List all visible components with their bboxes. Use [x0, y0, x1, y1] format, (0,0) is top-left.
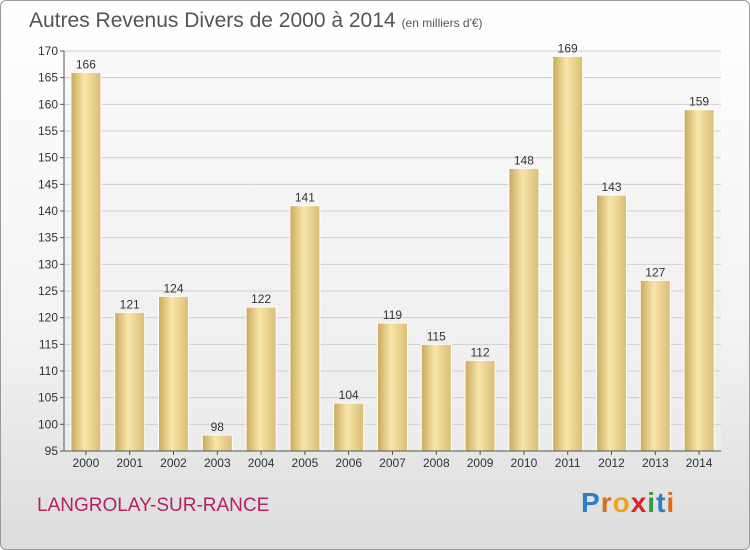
- x-tick-label-2003: 2003: [204, 456, 231, 470]
- x-tick-label-2011: 2011: [555, 456, 581, 470]
- bar-2005: [289, 205, 321, 452]
- bar-2002: [158, 295, 189, 452]
- x-tick-label-2009: 2009: [467, 456, 494, 470]
- bar-2006: [333, 402, 365, 452]
- bar-2011: [552, 55, 584, 452]
- x-tick-label-2014: 2014: [686, 456, 713, 470]
- y-tick-label: 130: [38, 257, 58, 271]
- value-label-2013: 127: [645, 265, 665, 279]
- y-tick-label: 95: [45, 444, 59, 458]
- bar-2008: [420, 343, 452, 452]
- y-tick-label: 125: [38, 284, 58, 298]
- bar-2013: [639, 279, 671, 452]
- y-tick-label: 170: [38, 44, 58, 58]
- y-tick-label: 135: [38, 231, 58, 245]
- bar-2003: [201, 434, 233, 452]
- value-label-2009: 112: [471, 345, 490, 359]
- chart-title-text: Autres Revenus Divers de 2000 à 2014: [29, 9, 396, 32]
- x-tick-label-2006: 2006: [335, 456, 362, 470]
- bar-2012: [596, 194, 627, 452]
- bar-2009: [464, 359, 496, 452]
- place-name: LANGROLAY-SUR-RANCE: [37, 495, 270, 516]
- value-label-2002: 124: [163, 281, 183, 295]
- bar-2007: [377, 322, 408, 452]
- y-tick-label: 100: [38, 417, 58, 431]
- proxiti-logo: Proxiti: [581, 487, 676, 518]
- value-label-2010: 148: [514, 153, 534, 167]
- value-label-2001: 121: [120, 297, 140, 311]
- y-tick-label: 120: [38, 311, 58, 325]
- y-tick-label: 155: [38, 124, 58, 138]
- x-tick-label-2005: 2005: [292, 456, 319, 470]
- y-tick-label: 150: [38, 151, 58, 165]
- bar-2001: [114, 311, 146, 452]
- plot-area: 95 100 105 110 115 120 125 130 135 140 145 150 155 16…: [38, 41, 721, 470]
- y-tick-label: 145: [38, 177, 58, 191]
- bar-2014: [683, 109, 715, 452]
- value-label-2006: 104: [339, 388, 359, 402]
- x-tick-label-2010: 2010: [511, 456, 538, 470]
- x-tick-label-2007: 2007: [379, 456, 406, 470]
- x-tick-label-2013: 2013: [642, 456, 669, 470]
- y-tick-label: 165: [38, 71, 58, 85]
- value-label-2003: 98: [211, 420, 225, 434]
- x-tick-label-2002: 2002: [160, 456, 187, 470]
- chart-title: Autres Revenus Divers de 2000 à 2014 (en …: [29, 9, 483, 33]
- value-label-2014: 159: [689, 95, 709, 109]
- value-label-2012: 143: [601, 180, 621, 194]
- x-tick-label-2001: 2001: [116, 456, 143, 470]
- value-label-2005: 141: [295, 191, 315, 205]
- y-tick-label: 105: [38, 391, 58, 405]
- y-tick-label: 110: [39, 364, 58, 378]
- value-label-2011: 169: [558, 41, 578, 55]
- y-tick-label: 140: [38, 204, 58, 218]
- value-label-2000: 166: [76, 57, 96, 71]
- x-tick-label-2008: 2008: [423, 456, 450, 470]
- y-tick-label: 115: [39, 337, 58, 351]
- y-tick-label: 160: [38, 97, 58, 111]
- x-tick-label-2004: 2004: [248, 456, 275, 470]
- x-tick-label-2012: 2012: [598, 456, 625, 470]
- value-label-2007: 119: [383, 308, 402, 322]
- chart-title-unit: (en milliers d'€): [401, 16, 483, 30]
- bar-2010: [508, 167, 540, 452]
- value-label-2008: 115: [427, 329, 446, 343]
- x-tick-label-2000: 2000: [73, 456, 100, 470]
- bar-2004: [245, 306, 277, 452]
- bar-2000: [70, 71, 102, 452]
- value-label-2004: 122: [251, 292, 271, 306]
